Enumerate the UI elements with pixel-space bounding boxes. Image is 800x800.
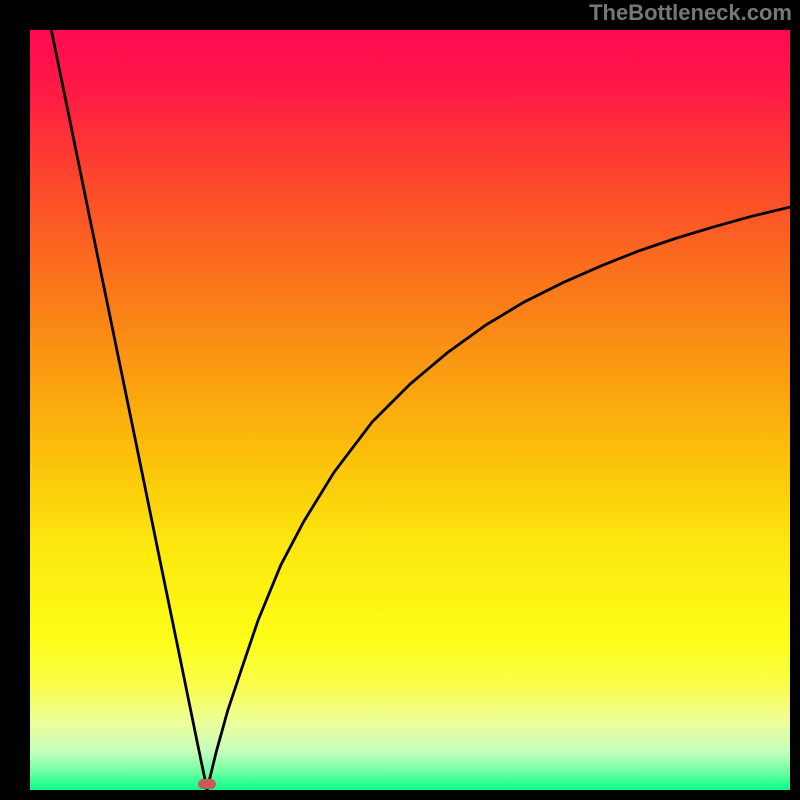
watermark-text: TheBottleneck.com bbox=[589, 0, 792, 26]
chart-frame: TheBottleneck.com bbox=[0, 0, 800, 800]
bottleneck-curve bbox=[30, 30, 790, 790]
minimum-marker bbox=[198, 779, 216, 789]
plot-area bbox=[30, 30, 790, 790]
